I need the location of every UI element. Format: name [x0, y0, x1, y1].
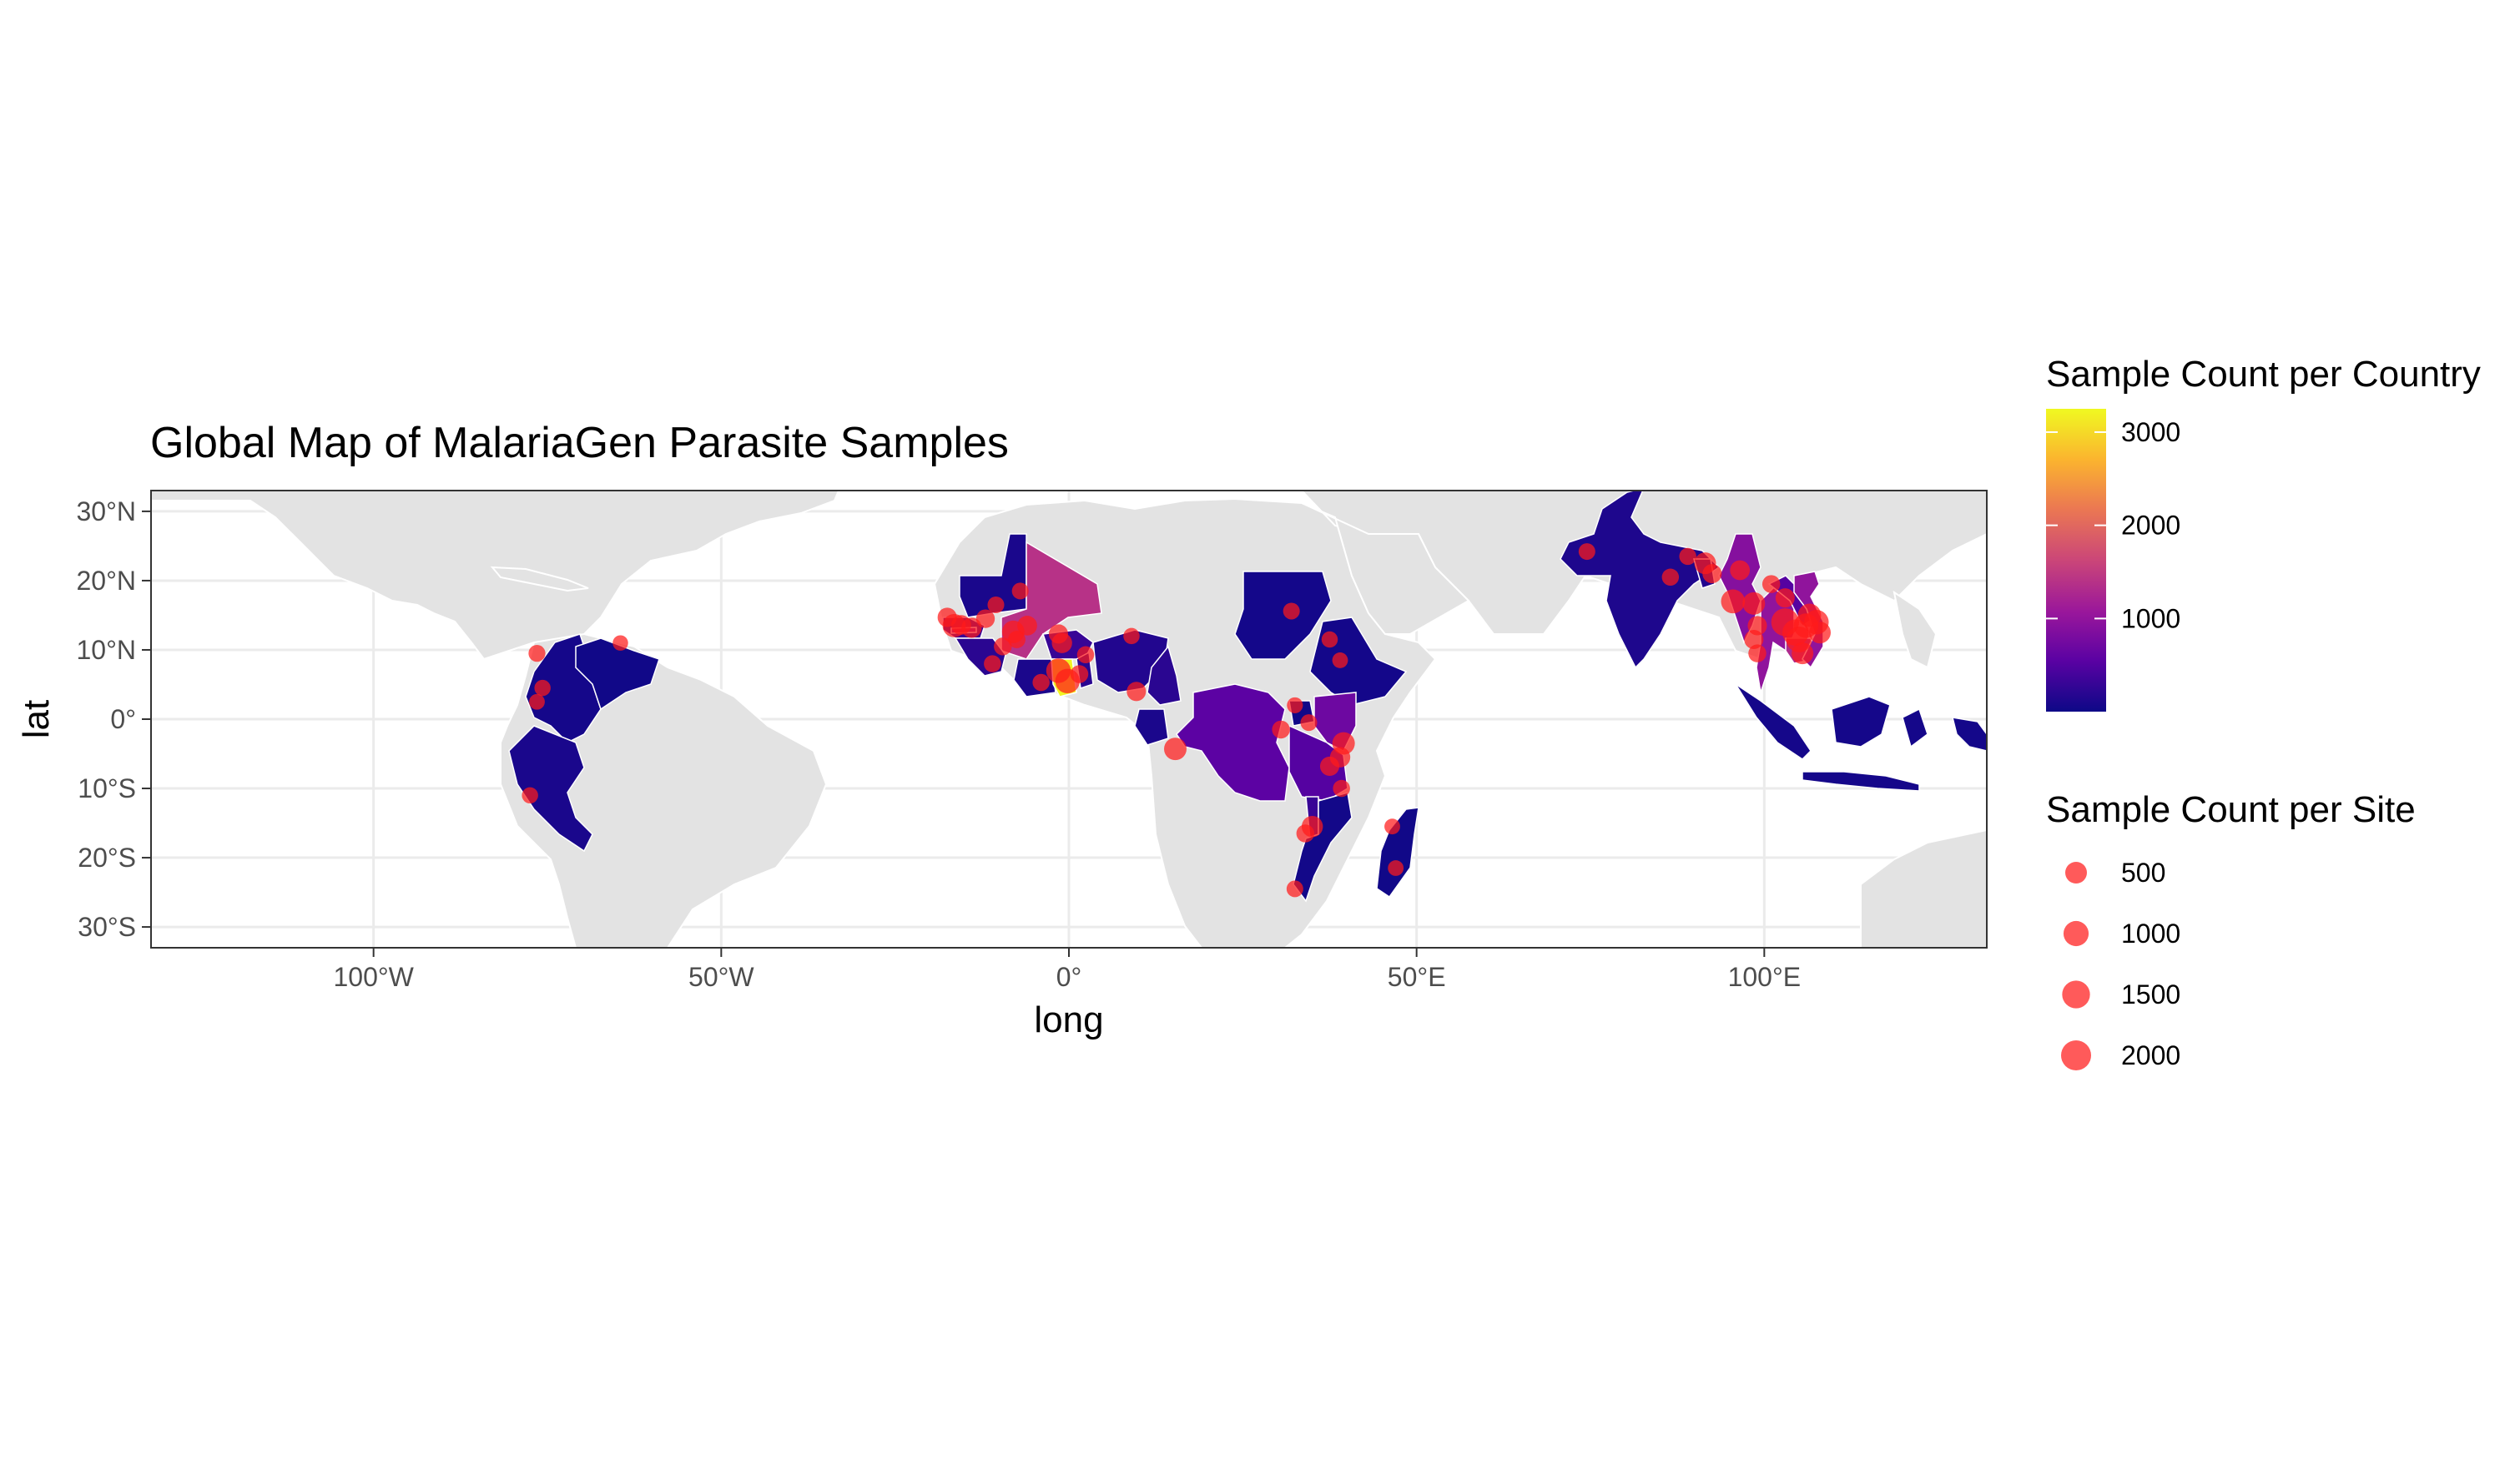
site-point — [1123, 627, 1140, 645]
site-point — [1748, 644, 1767, 662]
size-legend: Sample Count per Site 500 1000 1500 2000 — [2046, 789, 2416, 1070]
landmass-layer — [151, 491, 1987, 948]
site-point — [1333, 779, 1350, 798]
x-tick-label: 0° — [1056, 962, 1082, 992]
x-tick-label: 50°W — [688, 962, 754, 992]
y-tick-label: 10°N — [77, 635, 137, 665]
x-tick-label: 50°E — [1388, 962, 1446, 992]
site-points — [522, 543, 1831, 898]
site-point — [961, 617, 982, 638]
site-point — [1051, 632, 1072, 653]
size-legend-label: 1500 — [2121, 979, 2180, 1009]
country-papua-new-guinea — [1951, 717, 1987, 752]
size-legend-key — [2063, 920, 2089, 947]
x-axis-title: long — [1034, 999, 1103, 1040]
country-indonesia — [1735, 683, 1928, 792]
site-point — [1164, 738, 1187, 761]
site-point — [1126, 682, 1147, 702]
site-point — [1332, 652, 1348, 668]
size-legend-title: Sample Count per Site — [2046, 789, 2416, 830]
site-point — [529, 693, 545, 710]
size-legend-label: 500 — [2121, 858, 2165, 888]
y-tick-label: 20°S — [78, 843, 136, 873]
y-axis-title: lat — [16, 700, 57, 738]
y-tick-label: 10°S — [78, 773, 136, 803]
site-point — [1730, 560, 1751, 581]
country-gabon — [1134, 708, 1169, 746]
site-point — [1661, 568, 1680, 587]
country-cameroon — [1147, 645, 1182, 706]
site-point — [1008, 631, 1026, 648]
philippines-land — [1893, 590, 1938, 669]
site-point — [1761, 575, 1781, 593]
site-point — [1702, 564, 1722, 584]
site-point — [1742, 592, 1766, 615]
site-point — [987, 597, 1005, 613]
country-madagascar — [1376, 807, 1419, 899]
site-point — [1321, 631, 1338, 648]
site-point — [1032, 673, 1050, 692]
country-dr-congo — [1176, 683, 1290, 802]
site-point — [975, 609, 995, 628]
site-point — [1578, 543, 1595, 561]
fill-tick-label: 2000 — [2121, 511, 2180, 541]
country-india — [1560, 491, 1721, 669]
size-legend-label: 1000 — [2121, 919, 2180, 949]
site-point — [1744, 629, 1764, 650]
map-panel — [150, 490, 1988, 949]
y-tick-label: 30°N — [77, 496, 137, 526]
size-legend-label: 2000 — [2121, 1040, 2180, 1070]
arabia-land — [1301, 502, 1470, 635]
site-point — [1287, 697, 1303, 713]
fill-legend: Sample Count per Country 1000 2000 3000 — [2046, 354, 2481, 712]
plot-title: Global Map of MalariaGen Parasite Sample… — [150, 419, 1009, 467]
site-point — [1775, 588, 1795, 608]
site-point — [1011, 582, 1029, 600]
size-legend-key — [2065, 862, 2087, 884]
x-tick-label: 100°E — [1728, 962, 1802, 992]
fill-tick-label: 3000 — [2121, 417, 2180, 447]
y-tick-label: 0° — [110, 704, 136, 734]
fill-tick-label: 1000 — [2121, 603, 2180, 633]
country-sudan — [1234, 571, 1332, 660]
site-point — [534, 679, 551, 697]
size-legend-key — [2061, 1040, 2091, 1070]
site-point — [1388, 860, 1404, 876]
site-point — [528, 644, 546, 662]
site-point — [1272, 720, 1290, 739]
site-point — [1283, 602, 1300, 620]
site-point — [1017, 616, 1037, 636]
size-legend-keys: 500 1000 1500 2000 — [2061, 858, 2180, 1070]
site-point — [1070, 665, 1089, 683]
north-america-land — [151, 491, 840, 661]
site-point — [1809, 622, 1831, 644]
x-tick-label: 100°W — [333, 962, 414, 992]
site-point — [1319, 756, 1340, 776]
y-tick-label: 30°S — [78, 912, 136, 942]
axes: 100°W 50°W 0° 50°E 100°E 30°N 20°N 10°N 0° 10°S 20… — [77, 496, 1802, 992]
site-point — [1721, 589, 1746, 614]
site-point — [1679, 547, 1696, 566]
site-point — [1076, 646, 1095, 664]
fill-legend-title: Sample Count per Country — [2046, 354, 2481, 395]
site-point — [984, 655, 1001, 672]
site-point — [612, 635, 628, 651]
site-point — [994, 637, 1012, 656]
country-peru — [508, 725, 593, 853]
site-point — [1300, 714, 1318, 732]
fill-legend-ticks: 1000 2000 3000 — [2046, 417, 2180, 633]
fill-colorbar — [2046, 409, 2106, 712]
cuba-land — [490, 566, 589, 592]
site-point — [522, 787, 538, 804]
site-point — [1286, 880, 1303, 898]
y-tick-label: 20°N — [77, 566, 137, 596]
site-point — [1384, 818, 1400, 835]
size-legend-key — [2062, 980, 2090, 1009]
site-point — [1296, 824, 1315, 843]
site-point — [1792, 642, 1814, 665]
australia-land — [1860, 828, 1987, 948]
